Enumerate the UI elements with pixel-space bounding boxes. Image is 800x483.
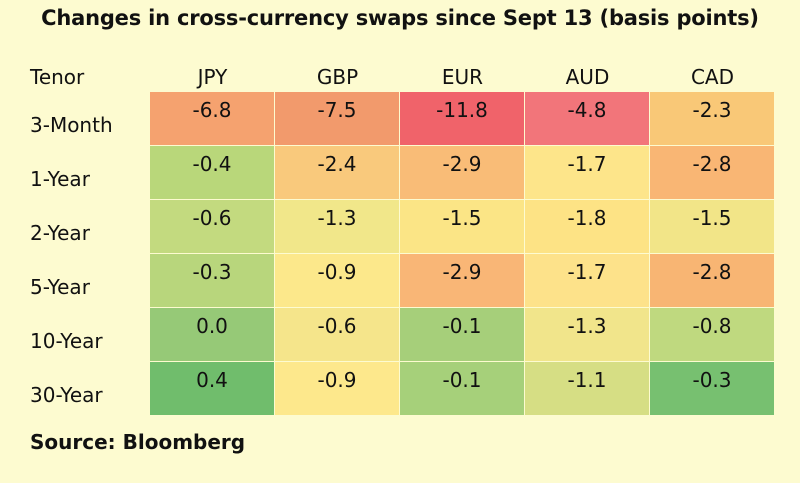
row-label: 3-Month (30, 113, 113, 137)
heatmap-cell: -6.8 (150, 92, 275, 146)
cell-value: -1.7 (567, 259, 607, 284)
cell-value: -0.8 (692, 313, 732, 338)
heatmap-cell: 0.4 (150, 362, 275, 416)
header-row: Tenor JPY GBP EUR AUD CAD (30, 62, 775, 92)
heatmap-cell: -0.3 (150, 254, 275, 308)
row-label: 1-Year (30, 167, 90, 191)
cell-value: -1.8 (567, 205, 607, 230)
heatmap-cell: -2.8 (650, 146, 775, 200)
cell-value: -11.8 (436, 97, 488, 122)
heatmap-row: 2-Year -0.6 -1.3 -1.5 -1.8 -1.5 (30, 200, 775, 254)
heatmap-cell: -0.6 (150, 200, 275, 254)
heatmap-row: 30-Year 0.4 -0.9 -0.1 -1.1 -0.3 (30, 362, 775, 416)
cell-value: 0.0 (196, 313, 228, 338)
cell-value: -2.8 (692, 259, 732, 284)
cell-value: -1.5 (692, 205, 732, 230)
cell-value: -1.3 (567, 313, 607, 338)
heatmap-cell: -0.8 (650, 308, 775, 362)
column-header-aud: AUD (565, 65, 610, 89)
heatmap-cell: -1.5 (650, 200, 775, 254)
row-label: 2-Year (30, 221, 90, 245)
heatmap-row: 3-Month -6.8 -7.5 -11.8 -4.8 -2.3 (30, 92, 775, 146)
heatmap-row: 5-Year -0.3 -0.9 -2.9 -1.7 -2.8 (30, 254, 775, 308)
cell-value: -2.9 (442, 151, 482, 176)
tenor-header: Tenor (30, 65, 85, 89)
column-header-gbp: GBP (316, 65, 359, 89)
cell-value: -1.3 (317, 205, 357, 230)
column-header-cad: CAD (690, 65, 735, 89)
heatmap-cell: -2.4 (275, 146, 400, 200)
cell-value: -0.1 (442, 313, 482, 338)
heatmap-table: Tenor JPY GBP EUR AUD CAD 3-Month -6.8 -7.… (30, 62, 775, 416)
heatmap-cell: -1.1 (525, 362, 650, 416)
heatmap-cell: -2.9 (400, 146, 525, 200)
cell-value: -0.4 (192, 151, 232, 176)
heatmap-cell: -1.3 (275, 200, 400, 254)
heatmap-cell: -1.3 (525, 308, 650, 362)
cell-value: -6.8 (192, 97, 232, 122)
cell-value: -7.5 (317, 97, 357, 122)
heatmap-cell: -1.7 (525, 146, 650, 200)
heatmap-row: 1-Year -0.4 -2.4 -2.9 -1.7 -2.8 (30, 146, 775, 200)
chart-title: Changes in cross-currency swaps since Se… (41, 6, 759, 30)
heatmap-cell: -1.7 (525, 254, 650, 308)
cell-value: -4.8 (567, 97, 607, 122)
heatmap-cell: -0.1 (400, 362, 525, 416)
source-note: Source: Bloomberg (30, 430, 246, 454)
cell-value: -0.9 (317, 259, 357, 284)
heatmap-body: 3-Month -6.8 -7.5 -11.8 -4.8 -2.3 1-Year -0.4 -2… (30, 92, 775, 416)
heatmap-cell: -0.4 (150, 146, 275, 200)
cell-value: -0.9 (317, 367, 357, 392)
heatmap-cell: -1.8 (525, 200, 650, 254)
column-header-eur: EUR (441, 65, 484, 89)
cell-value: -2.9 (442, 259, 482, 284)
cell-value: -0.6 (192, 205, 232, 230)
heatmap-cell: -0.9 (275, 254, 400, 308)
heatmap-cell: -2.9 (400, 254, 525, 308)
heatmap-cell: -0.3 (650, 362, 775, 416)
heatmap-cell: -0.6 (275, 308, 400, 362)
row-label: 5-Year (30, 275, 90, 299)
row-label: 30-Year (30, 383, 103, 407)
heatmap-cell: 0.0 (150, 308, 275, 362)
cell-value: -2.8 (692, 151, 732, 176)
cell-value: -1.1 (567, 367, 607, 392)
cell-value: 0.4 (196, 367, 228, 392)
cell-value: -2.4 (317, 151, 357, 176)
heatmap-cell: -2.8 (650, 254, 775, 308)
heatmap-cell: -2.3 (650, 92, 775, 146)
cell-value: -0.3 (692, 367, 732, 392)
heatmap-cell: -0.1 (400, 308, 525, 362)
cell-value: -0.1 (442, 367, 482, 392)
heatmap-row: 10-Year 0.0 -0.6 -0.1 -1.3 -0.8 (30, 308, 775, 362)
column-header-jpy: JPY (197, 65, 228, 89)
cell-value: -1.5 (442, 205, 482, 230)
heatmap-cell: -0.9 (275, 362, 400, 416)
cell-value: -0.6 (317, 313, 357, 338)
cell-value: -2.3 (692, 97, 732, 122)
row-label: 10-Year (30, 329, 103, 353)
cell-value: -1.7 (567, 151, 607, 176)
heatmap-cell: -1.5 (400, 200, 525, 254)
cell-value: -0.3 (192, 259, 232, 284)
heatmap-cell: -4.8 (525, 92, 650, 146)
heatmap-cell: -11.8 (400, 92, 525, 146)
heatmap-cell: -7.5 (275, 92, 400, 146)
